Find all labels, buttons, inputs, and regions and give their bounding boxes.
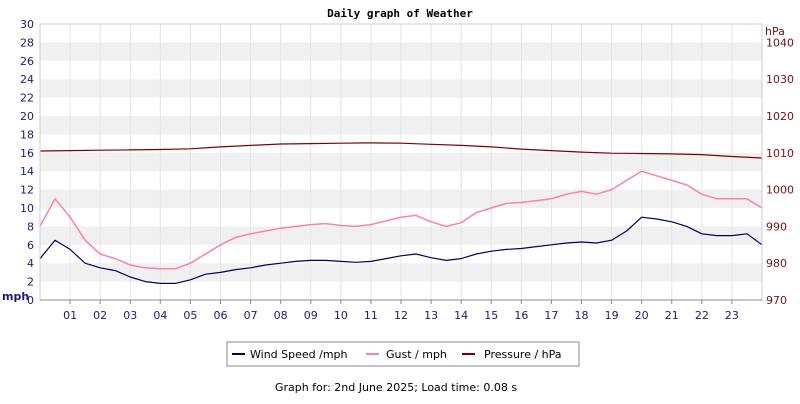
left-tick-label: 6 — [27, 239, 34, 252]
right-tick-label: 1030 — [766, 73, 794, 86]
x-tick-label: 01 — [63, 309, 77, 322]
left-tick-label: 18 — [20, 128, 34, 141]
x-tick-label: 07 — [244, 309, 258, 322]
series-layer — [39, 142, 763, 284]
x-tick-label: 13 — [424, 309, 438, 322]
x-tick-label: 20 — [635, 309, 649, 322]
x-tick-label: 18 — [575, 309, 589, 322]
right-tick-label: 1010 — [766, 147, 794, 160]
legend-box — [226, 341, 580, 367]
left-tick-label: 30 — [20, 18, 34, 31]
legend-label-pressure: Pressure / hPa — [484, 348, 562, 361]
axes: 0246810121416182022242628309709809901000… — [20, 18, 794, 322]
x-tick-label: 15 — [484, 309, 498, 322]
gust-line — [39, 170, 763, 270]
wind-speed-line — [39, 216, 763, 284]
x-tick-label: 04 — [153, 309, 167, 322]
x-tick-label: 09 — [304, 309, 318, 322]
left-tick-label: 0 — [27, 294, 34, 307]
left-tick-label: 4 — [27, 257, 34, 270]
right-tick-label: 1020 — [766, 110, 794, 123]
right-tick-label: 970 — [766, 294, 787, 307]
legend-label-gust: Gust / mph — [386, 348, 447, 361]
pressure-line — [39, 142, 763, 159]
right-tick-label: 980 — [766, 257, 787, 270]
right-axis-unit: hPa — [765, 25, 785, 38]
left-tick-label: 28 — [20, 36, 34, 49]
left-tick-label: 26 — [20, 55, 34, 68]
left-tick-label: 22 — [20, 92, 34, 105]
x-tick-label: 22 — [695, 309, 709, 322]
x-tick-label: 05 — [183, 309, 197, 322]
vertical-gridlines — [69, 24, 733, 300]
x-tick-label: 11 — [364, 309, 378, 322]
x-tick-label: 19 — [605, 309, 619, 322]
x-tick-label: 02 — [93, 309, 107, 322]
x-tick-label: 10 — [334, 309, 348, 322]
left-axis-unit: mph — [2, 290, 29, 303]
x-tick-label: 21 — [665, 309, 679, 322]
left-tick-label: 20 — [20, 110, 34, 123]
x-tick-label: 03 — [123, 309, 137, 322]
left-tick-label: 24 — [20, 73, 34, 86]
x-tick-label: 06 — [214, 309, 228, 322]
x-tick-label: 12 — [394, 309, 408, 322]
left-tick-label: 8 — [27, 220, 34, 233]
x-tick-label: 17 — [544, 309, 558, 322]
footer-text: Graph for: 2nd June 2025; Load time: 0.0… — [275, 381, 517, 394]
left-tick-label: 16 — [20, 147, 34, 160]
chart-title: Daily graph of Weather — [327, 7, 473, 20]
left-tick-label: 12 — [20, 184, 34, 197]
legend-label-wind: Wind Speed /mph — [250, 348, 348, 361]
left-tick-label: 2 — [27, 276, 34, 289]
legend: Wind Speed /mph Gust / mph Pressure / hP… — [226, 341, 580, 367]
right-tick-label: 1000 — [766, 184, 794, 197]
x-tick-label: 08 — [274, 309, 288, 322]
left-tick-label: 10 — [20, 202, 34, 215]
left-tick-label: 14 — [20, 165, 34, 178]
x-tick-label: 16 — [514, 309, 528, 322]
right-tick-label: 1040 — [766, 36, 794, 49]
x-tick-label: 14 — [454, 309, 468, 322]
x-tick-label: 23 — [725, 309, 739, 322]
right-tick-label: 990 — [766, 220, 787, 233]
